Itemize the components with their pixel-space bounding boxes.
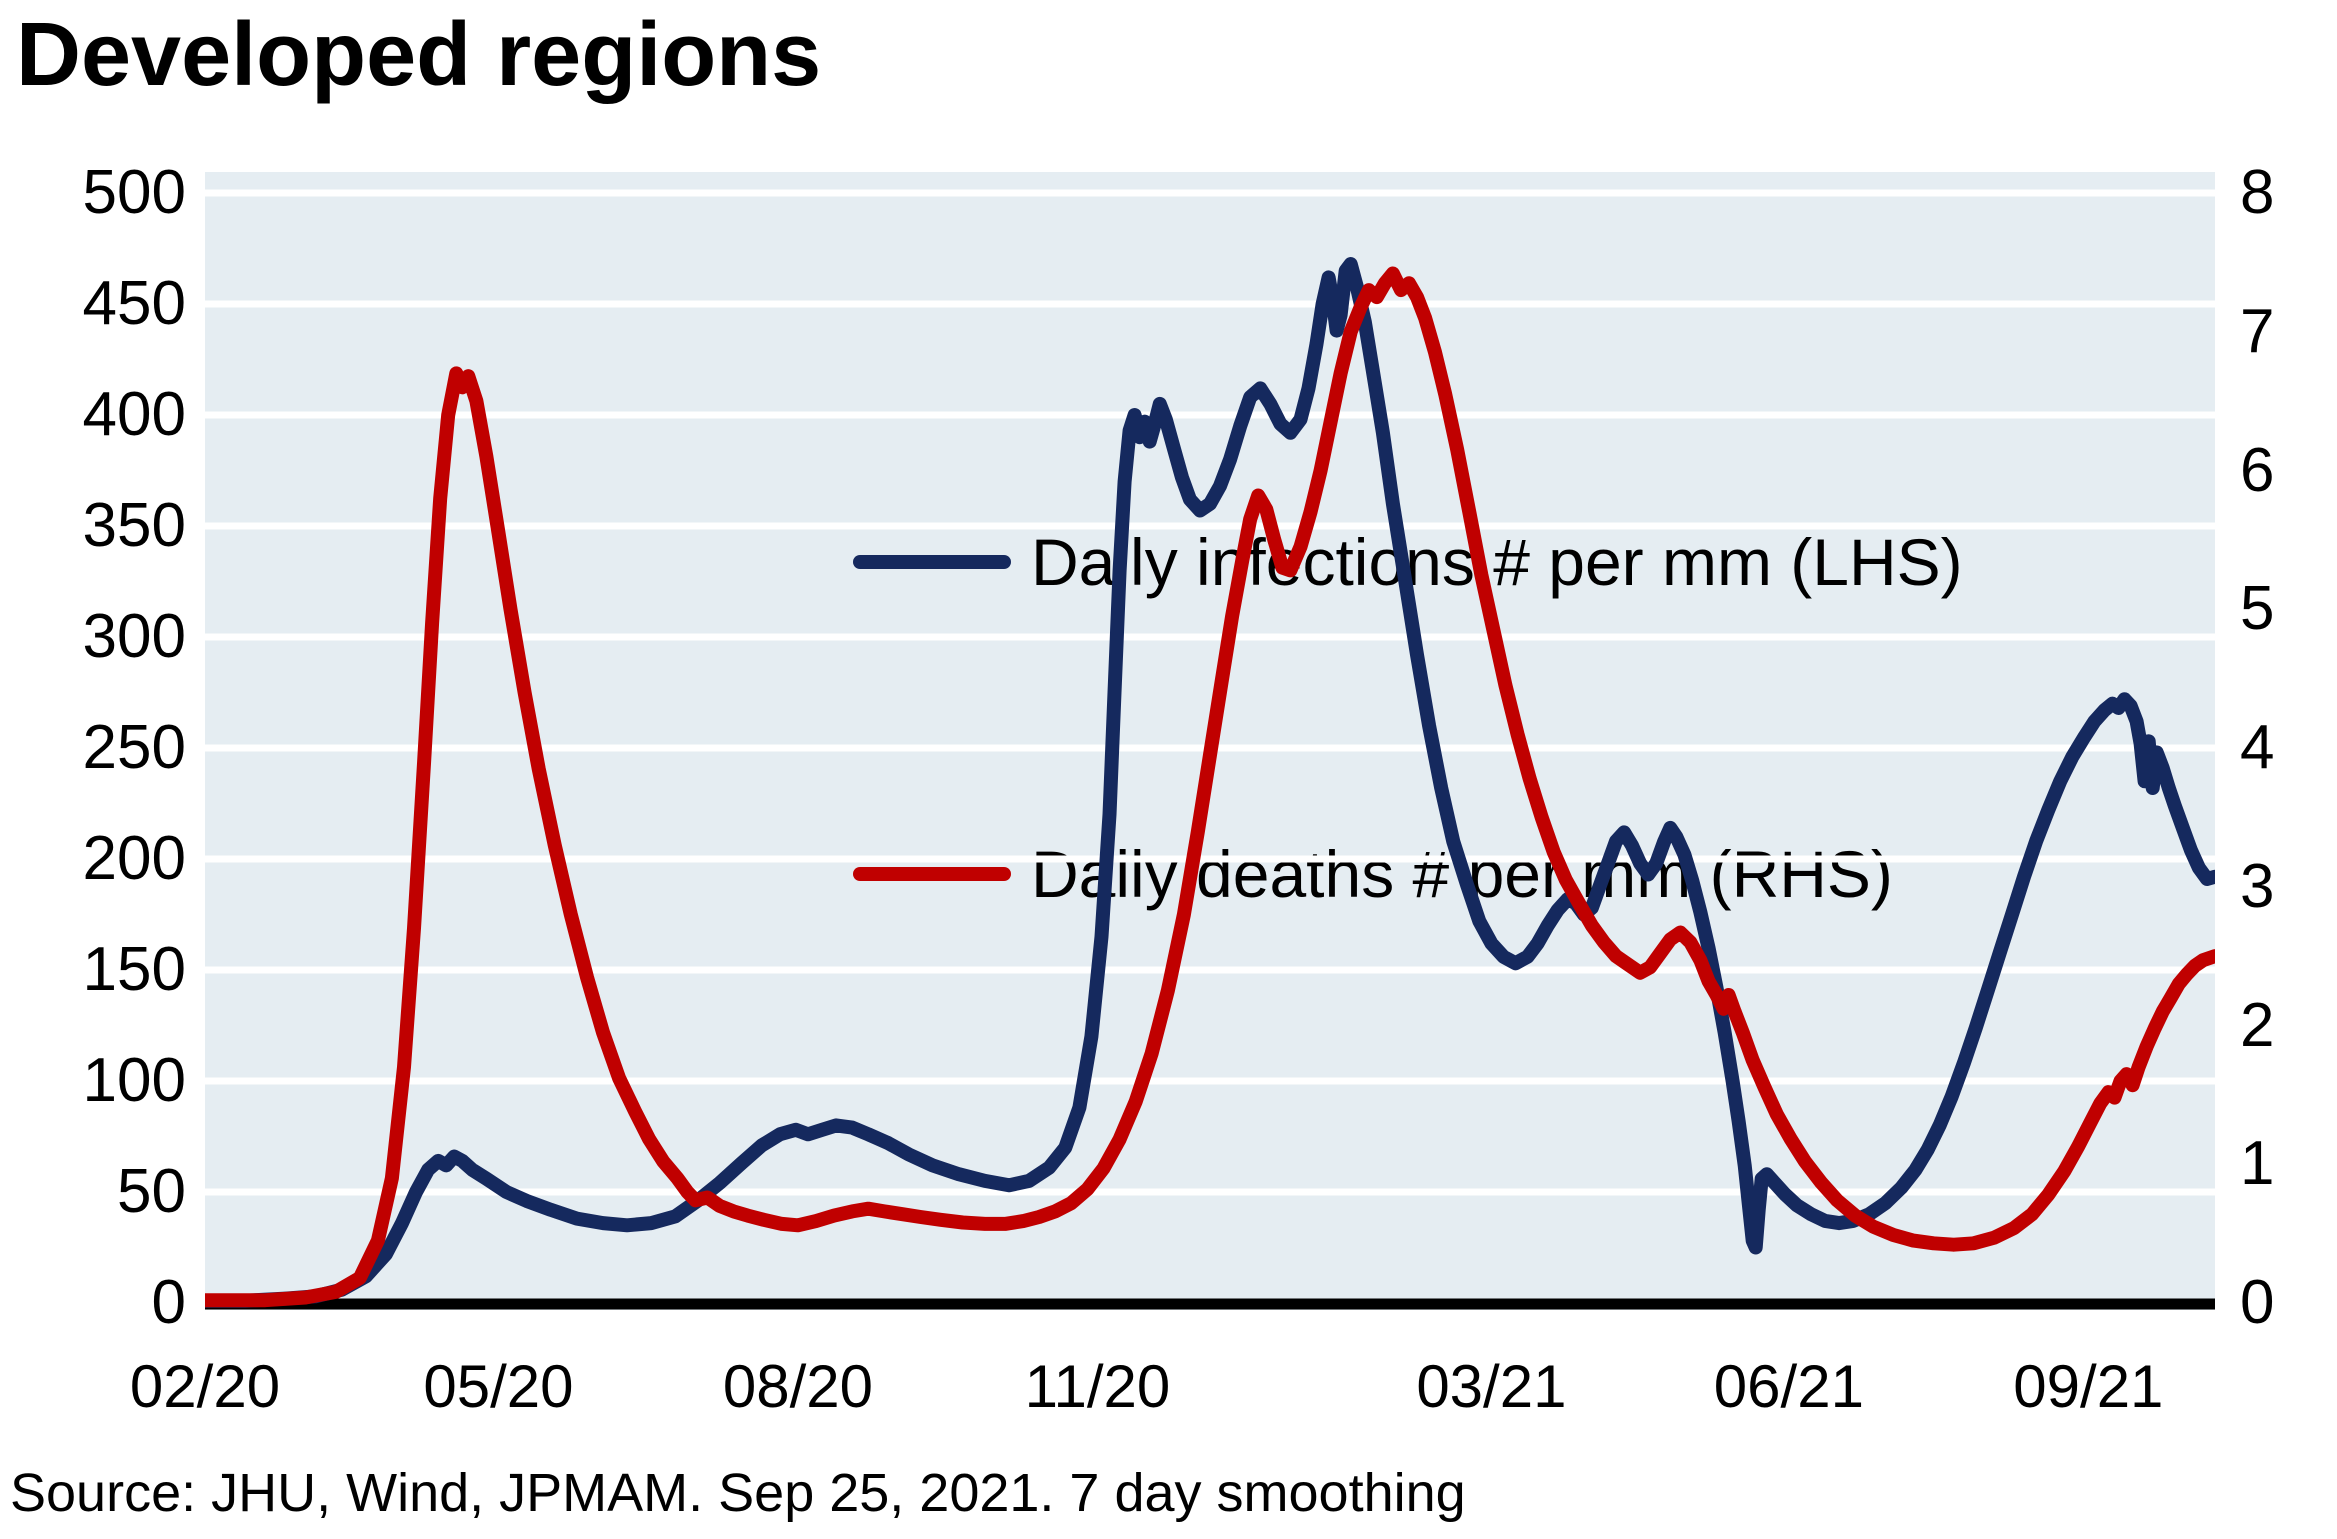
x-axis-tick: 11/20 [1024,1353,1171,1420]
x-axis-tick: 08/20 [722,1353,874,1420]
x-axis-tick: 03/21 [1416,1353,1567,1420]
legend-swatch-deaths-line [853,867,1011,881]
y-axis-right-tick: 4 [2240,713,2275,782]
source-note: Source: JHU, Wind, JPMAM. Sep 25, 2021. … [10,1463,1466,1523]
chart-title: Developed regions [16,5,822,105]
x-axis-tick: 06/21 [1713,1353,1864,1420]
y-axis-right-tick: 1 [2240,1129,2275,1199]
y-axis-right-tick: 5 [2240,574,2275,644]
legend-label-infections: Daily infections # per mm (LHS) [1031,525,1963,599]
y-axis-left-tick: 450 [82,269,186,338]
y-axis-left-tick: 200 [82,824,186,893]
y-axis-left-tick: 500 [82,158,186,227]
y-axis-right-tick: 6 [2240,435,2275,505]
y-axis-right-tick: 8 [2240,158,2275,227]
y-axis-left-tick: 400 [82,380,186,449]
x-axis-tick: 05/20 [423,1353,574,1420]
y-axis-left-tick: 100 [82,1046,186,1115]
y-axis-left-tick: 300 [82,602,186,671]
x-axis-tick: 09/21 [2013,1353,2164,1420]
x-axis-tick: 02/20 [129,1353,281,1420]
y-axis-left-tick: 350 [82,491,186,560]
y-axis-right-tick: 2 [2240,990,2275,1060]
y-axis-right-tick: 0 [2240,1268,2275,1337]
plot-svg [205,189,2215,1310]
y-axis-left-tick: 50 [117,1157,186,1226]
y-axis-left-tick: 150 [82,935,186,1004]
plot-area: Daily infections # per mm (LHS) Daily de… [205,172,2215,1310]
legend-item-infections: Daily infections # per mm (LHS) [853,522,1963,602]
y-axis-right-tick: 3 [2240,851,2275,921]
y-axis-right-tick: 7 [2240,296,2275,366]
y-axis-left-tick: 250 [82,713,186,782]
y-axis-left-tick: 0 [151,1268,186,1337]
legend-swatch-infections-line [853,555,1011,569]
